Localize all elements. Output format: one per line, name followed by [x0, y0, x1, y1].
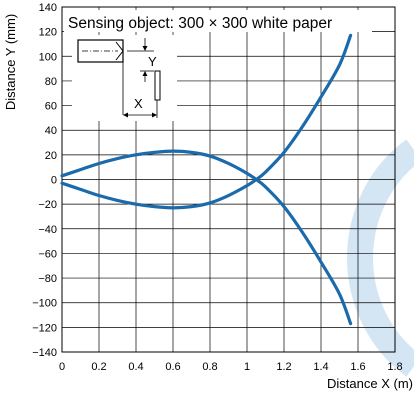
series-line-2 [60, 33, 353, 210]
x-axis-label: Distance X (m) [327, 376, 413, 391]
chart-title: Sensing object: 300 × 300 white paper [68, 15, 332, 32]
y-tick-label: 140 [39, 2, 57, 14]
x-arrow-head-right [152, 112, 157, 118]
y-tick-label: −120 [32, 322, 57, 334]
y-tick-label: −20 [38, 199, 57, 211]
y-tick-label: −100 [32, 298, 57, 310]
y-tick-label: 100 [39, 51, 57, 63]
y-tick-label: 60 [45, 101, 57, 113]
y-arrow-head-bottom [142, 71, 148, 76]
x-tick-label: 1.6 [350, 361, 365, 373]
y-axis-label: Distance Y (mm) [3, 14, 18, 110]
y-tick-label: −60 [38, 248, 57, 260]
x-tick-label: 1.2 [276, 361, 291, 373]
y-arrow-head-top [142, 46, 148, 51]
y-tick-labels: 140 120 100 80 60 40 20 0 −20 −40 −60 −80 −100 −120 −1… [32, 2, 57, 359]
x-tick-label: 0.4 [128, 361, 143, 373]
diagram-y-label: Y [148, 54, 157, 69]
y-tick-label: 80 [45, 76, 57, 88]
series-line-1 [60, 149, 353, 326]
y-tick-label: 0 [51, 175, 57, 187]
series-group [60, 33, 353, 326]
watermark-arc-shape [346, 139, 414, 377]
sensor-diagram: Y X [72, 35, 177, 121]
y-tick-label: −40 [38, 224, 57, 236]
y-tick-label: −80 [38, 273, 57, 285]
x-tick-label: 0.8 [202, 361, 217, 373]
y-tick-label: −140 [32, 347, 57, 359]
y-tick-label: 40 [45, 125, 57, 137]
x-tick-label: 0.6 [165, 361, 180, 373]
x-arrow-head-left [123, 112, 128, 118]
y-tick-label: 20 [45, 150, 57, 162]
diagram-x-label: X [134, 96, 143, 111]
x-tick-label: 1.8 [387, 361, 402, 373]
x-tick-label: 0 [59, 361, 65, 373]
plot-frame [61, 6, 396, 353]
watermark-arc [346, 139, 414, 377]
title-background [64, 10, 372, 32]
x-tick-label: 1 [244, 361, 250, 373]
x-tick-label: 0.2 [91, 361, 106, 373]
x-tick-label: 1.4 [313, 361, 328, 373]
target-plate [154, 70, 161, 101]
y-tick-label: 120 [39, 27, 57, 39]
x-tick-labels: 0 0.2 0.4 0.6 0.8 1 1.2 1.4 1.6 1.8 [59, 361, 403, 373]
